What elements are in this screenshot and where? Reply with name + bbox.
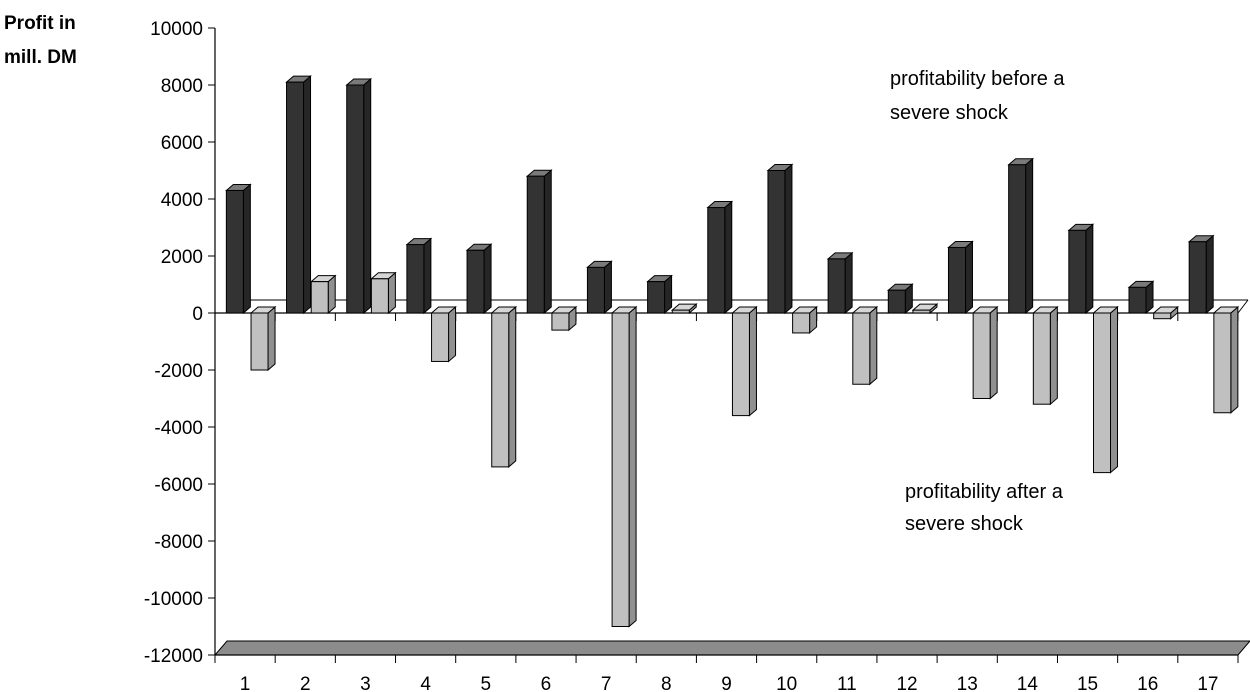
x-tick-label: 7	[601, 674, 612, 692]
x-tick-label: 2	[300, 674, 311, 692]
chart-bars	[225, 75, 1240, 628]
y-tick-label: -10000	[144, 589, 203, 610]
y-tick-label: 4000	[161, 190, 203, 211]
x-tick-label: 16	[1137, 674, 1158, 692]
annotation-before-line-2: severe shock	[890, 102, 1009, 124]
x-tick-label: 15	[1077, 674, 1098, 692]
annotation-before-line-1: profitability before a	[890, 68, 1065, 90]
bar-before-5	[465, 243, 493, 315]
bar-after-17	[1212, 305, 1240, 414]
bar-after-16	[1152, 305, 1180, 320]
x-tick-labels: 1 2 3 4 5 6 7 8 9 10 11 12 13 14 15 16 17	[240, 674, 1219, 692]
y-axis-label-line-1: Profit in	[4, 13, 76, 34]
bar-after-10	[791, 305, 818, 335]
x-tick-label: 3	[360, 674, 371, 692]
y-tick-label: -8000	[154, 532, 203, 553]
bar-before-6	[525, 169, 553, 315]
bar-before-17	[1187, 234, 1215, 315]
bar-after-12	[911, 303, 939, 315]
x-tick-label: 8	[661, 674, 672, 692]
bar-before-12	[886, 283, 914, 315]
x-tick-label: 11	[837, 674, 857, 692]
bar-before-10	[766, 163, 794, 315]
x-tick-label: 9	[721, 674, 732, 692]
bar-after-14	[1031, 305, 1059, 406]
x-tick-label: 6	[541, 674, 552, 692]
bar-before-4	[405, 237, 433, 315]
floor-slab	[213, 640, 1250, 656]
y-tick-label: 6000	[161, 133, 203, 154]
bar-after-2	[309, 274, 337, 315]
bar-after-5	[490, 305, 518, 468]
x-tick-label: 1	[240, 674, 251, 692]
y-tick-label: 0	[192, 304, 203, 325]
bar-after-15	[1092, 305, 1119, 474]
y-axis-label-line-2: mill. DM	[4, 47, 77, 68]
chart-floor	[213, 640, 1250, 656]
bar-before-14	[1007, 157, 1035, 315]
x-tick-label: 14	[1017, 674, 1039, 692]
bar-after-11	[851, 305, 879, 386]
bar-after-1	[249, 305, 277, 372]
x-tick-label: 4	[420, 674, 431, 692]
x-tick-label: 12	[896, 674, 917, 692]
zero-plane-right-edge	[1237, 299, 1249, 314]
x-tick-label: 5	[481, 674, 492, 692]
y-tick-label: 2000	[161, 247, 203, 268]
bar-after-8	[670, 303, 698, 315]
bar-after-4	[430, 305, 457, 363]
bar-before-13	[947, 240, 974, 315]
x-tick-label: 17	[1197, 674, 1218, 692]
bar-before-9	[706, 200, 734, 315]
bar-after-3	[370, 271, 397, 315]
x-tick-label: 13	[957, 674, 978, 692]
y-tick-labels: 10000 8000 6000 4000 2000 0 -2000 -4000 -6000 -80…	[144, 19, 203, 667]
annotation-after-line-2: severe shock	[905, 513, 1024, 535]
bar-before-16	[1127, 280, 1155, 315]
annotation-after-line-1: profitability after a	[905, 481, 1064, 503]
bar-after-9	[731, 305, 758, 417]
y-tick-label: -2000	[154, 361, 203, 382]
x-tick-label: 10	[776, 674, 797, 692]
y-tick-label: 8000	[161, 76, 203, 97]
bar-after-13	[971, 305, 999, 400]
y-tick-label: -12000	[144, 646, 203, 667]
y-tick-label: -6000	[154, 475, 203, 496]
y-tick-label: 10000	[150, 19, 203, 40]
bar-before-7	[586, 260, 613, 315]
bar-before-3	[345, 77, 373, 315]
bar-before-2	[285, 75, 312, 315]
bar-after-6	[550, 305, 578, 332]
bar-before-11	[826, 251, 854, 315]
bar-after-7	[610, 305, 638, 628]
bar-before-15	[1067, 223, 1095, 315]
bar-before-1	[225, 183, 252, 315]
bar-before-8	[646, 274, 673, 315]
y-tick-label: -4000	[154, 418, 203, 439]
